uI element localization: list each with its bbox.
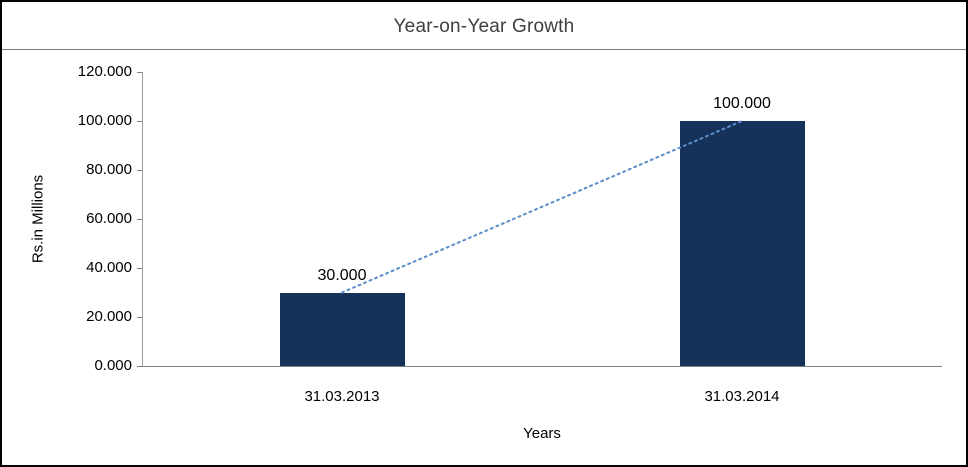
y-tick-mark — [137, 72, 142, 73]
y-tick-mark — [137, 366, 142, 367]
y-tick-label: 0.000 — [94, 357, 132, 374]
data-label: 30.000 — [317, 266, 367, 284]
bar-31.03.2014[interactable] — [679, 121, 805, 366]
title-divider — [2, 49, 966, 50]
y-tick-label: 40.000 — [86, 259, 132, 276]
bar-31.03.2013[interactable] — [279, 292, 405, 366]
y-tick-mark — [137, 219, 142, 220]
y-tick-mark — [137, 268, 142, 269]
y-tick-label: 80.000 — [86, 161, 132, 178]
y-tick-label: 20.000 — [86, 308, 132, 325]
data-label: 100.000 — [713, 95, 771, 112]
y-tick-mark — [137, 170, 142, 171]
x-tick-label: 31.03.2014 — [704, 388, 780, 405]
y-tick-mark — [137, 121, 142, 122]
y-tick-mark — [137, 317, 142, 318]
y-axis-line — [142, 72, 143, 366]
x-tick-label: 31.03.2013 — [304, 388, 380, 405]
y-tick-label: 100.000 — [77, 112, 132, 129]
x-axis-line — [142, 366, 942, 367]
chart-title: Year-on-Year Growth — [393, 16, 575, 37]
y-tick-label: 60.000 — [86, 210, 132, 227]
x-axis-title: Years — [523, 425, 561, 442]
y-tick-label: 120.000 — [77, 63, 132, 80]
